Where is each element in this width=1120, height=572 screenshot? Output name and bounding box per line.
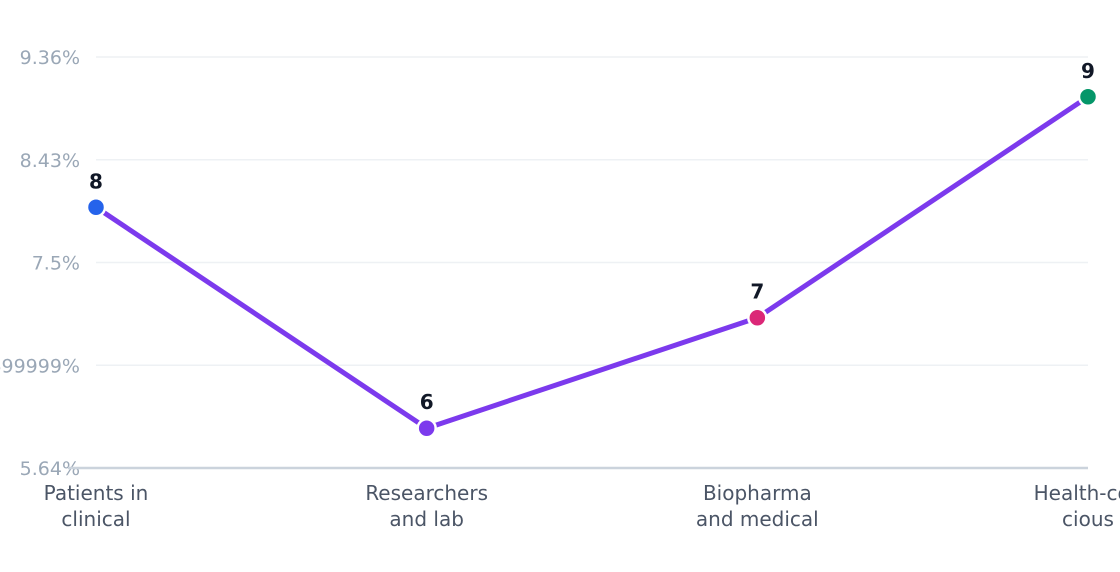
y-tick-label: 6.5699999% (0, 355, 80, 377)
data-label: 7 (750, 280, 764, 304)
y-tick-label: 8.43% (20, 150, 80, 172)
y-tick-label: 9.36% (20, 47, 80, 69)
x-tick-label: Health-concious (1034, 481, 1120, 531)
x-tick-label: Patients in clinical (44, 481, 149, 531)
x-tick-label: Biopharma and medical (696, 481, 819, 531)
data-point (85, 197, 107, 218)
data-points (85, 86, 1099, 439)
y-axis-ticks: 5.64% 6.5699999% 7.5% 8.43% 9.36% (0, 47, 80, 480)
data-label: 9 (1081, 59, 1095, 83)
gridlines (96, 56, 1088, 366)
y-tick-label: 5.64% (20, 458, 80, 480)
data-point (747, 307, 768, 328)
x-axis-labels: Patients in clinical Researchers and lab Bio… (44, 481, 1120, 531)
y-tick-label: 7.5% (32, 253, 80, 275)
series-line (93, 94, 1091, 431)
data-label: 6 (420, 390, 434, 414)
x-tick-label: Researchers and lab (365, 481, 488, 531)
data-label: 8 (89, 169, 103, 193)
data-labels: 8 6 7 9 (89, 59, 1095, 414)
data-point (416, 417, 437, 439)
data-point (1077, 86, 1099, 108)
